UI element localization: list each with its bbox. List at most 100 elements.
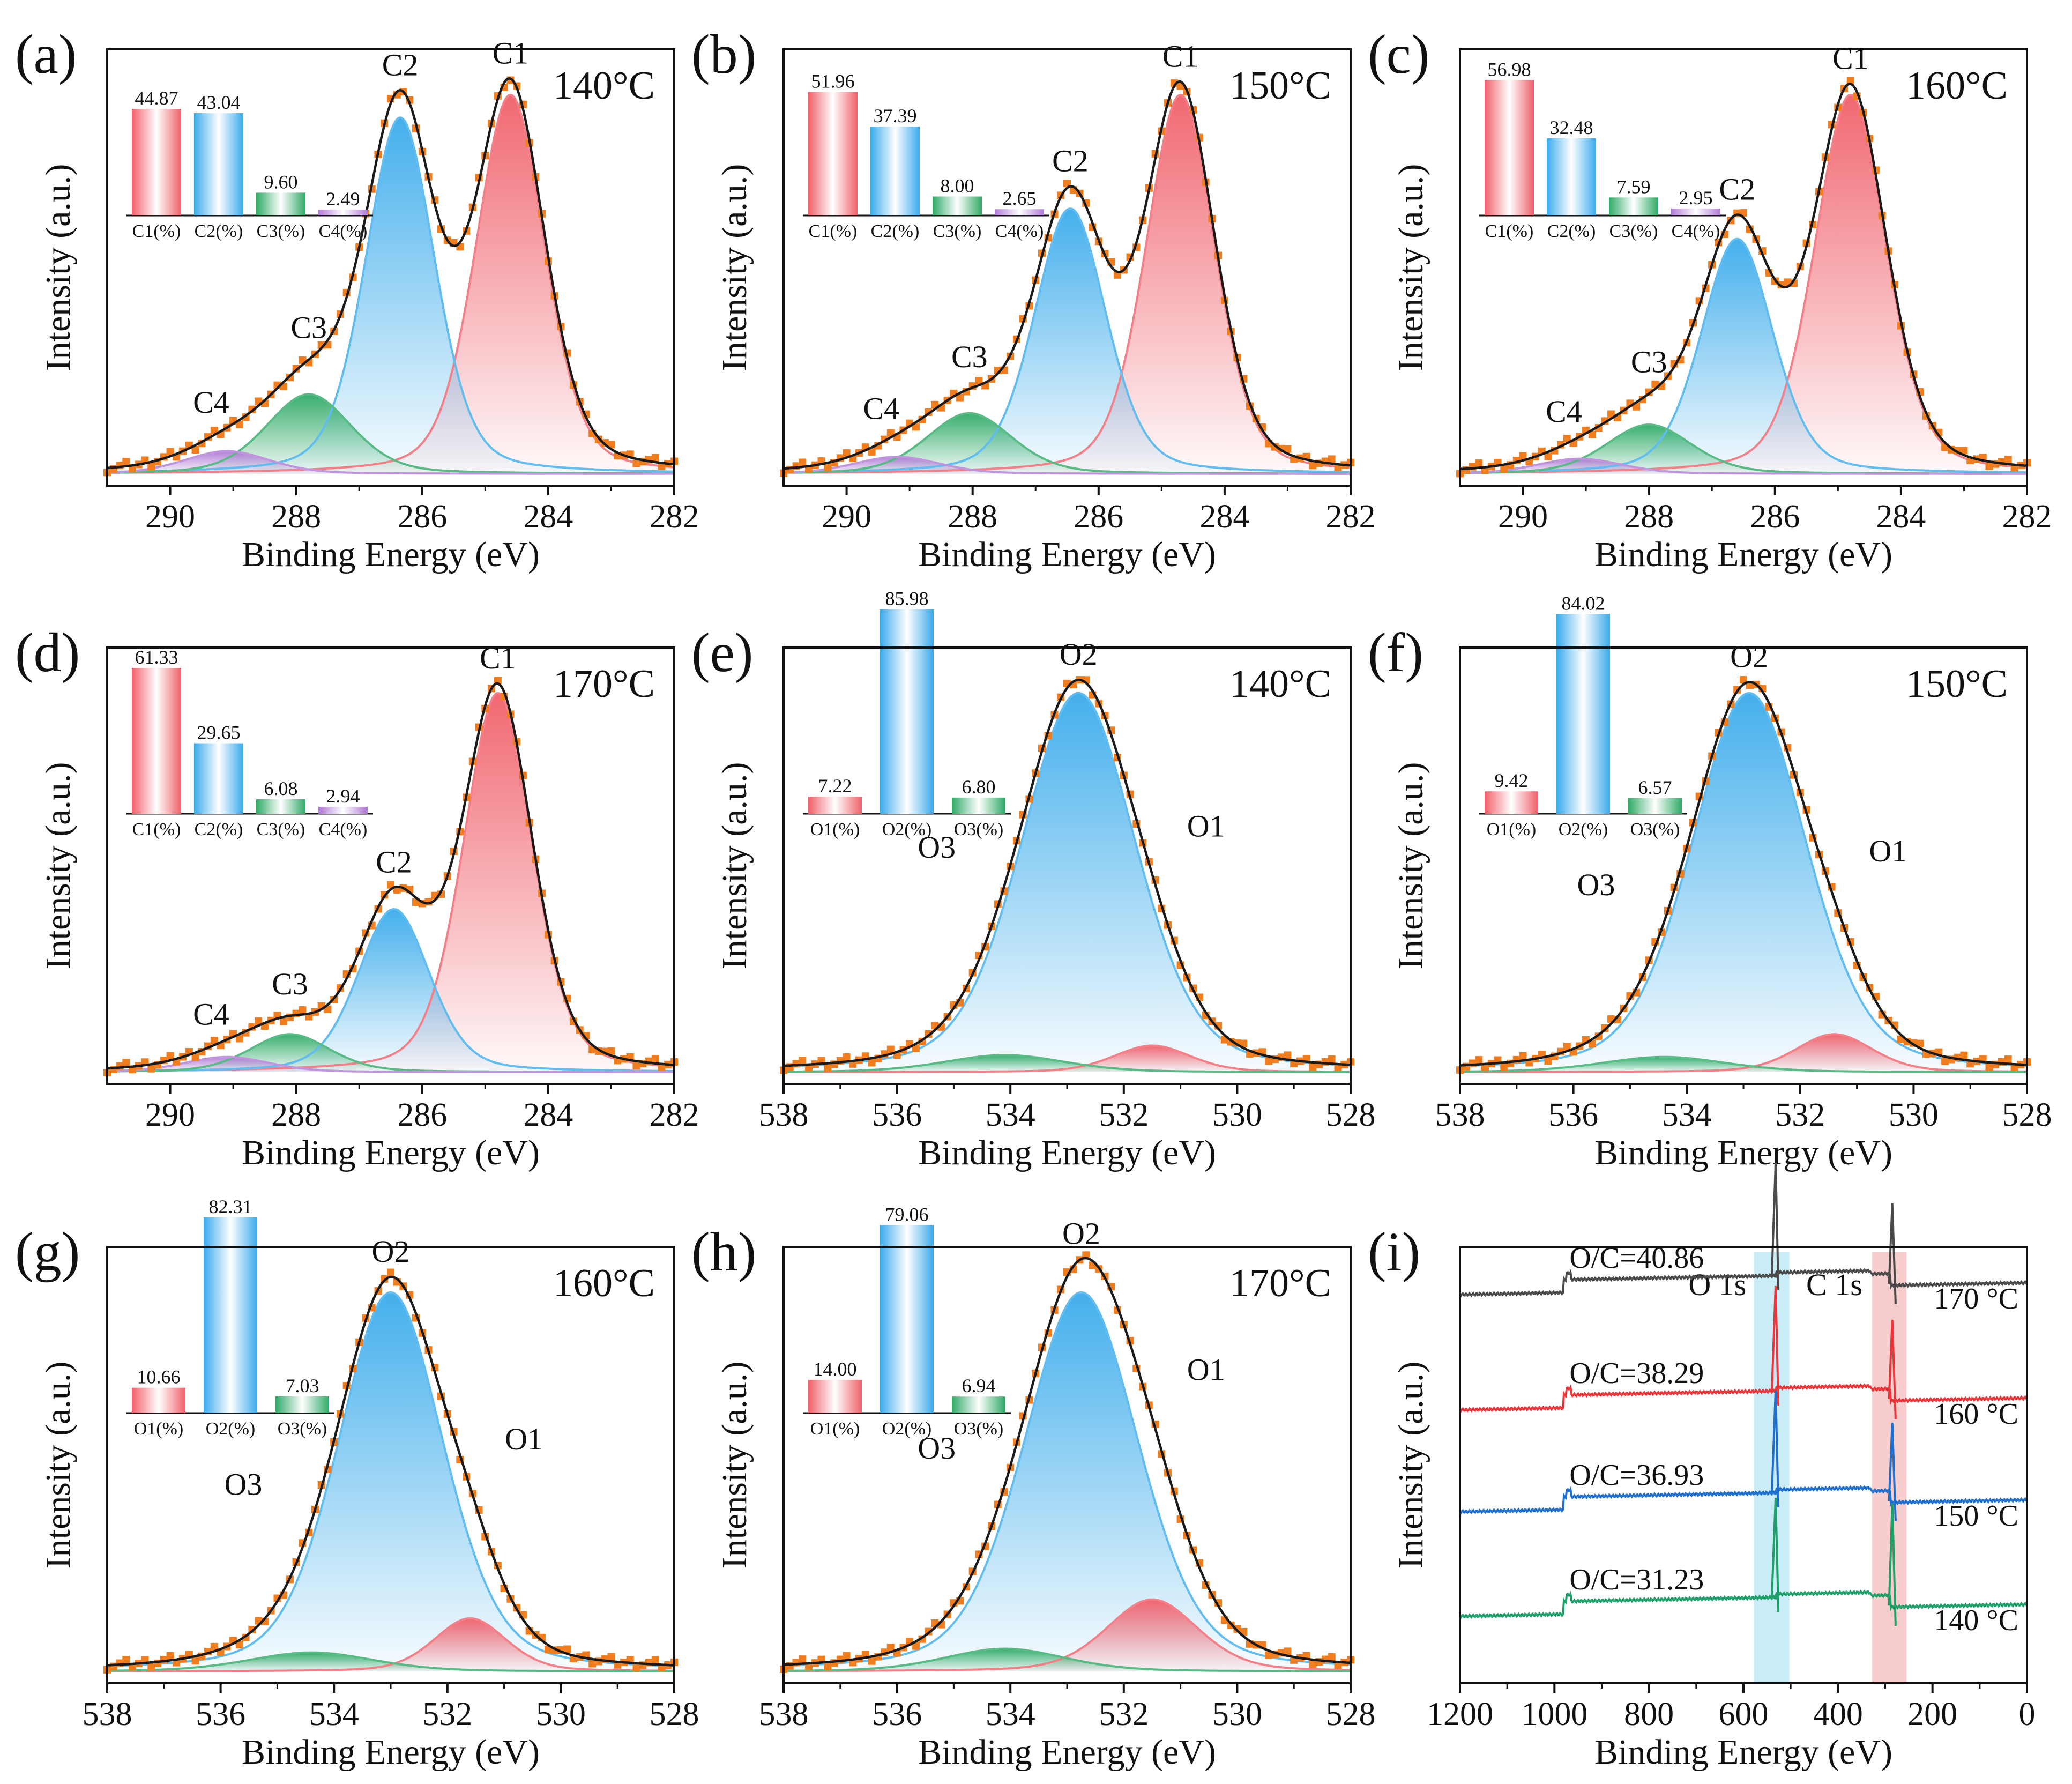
peak-label-c2: C2 (1719, 172, 1755, 207)
inset-bar-value: 43.04 (197, 92, 241, 113)
x-tick-label: 282 (650, 499, 699, 535)
temperature-label: 140°C (553, 64, 655, 108)
inset-bar (1485, 80, 1534, 215)
x-tick-label: 288 (948, 499, 997, 535)
data-point (607, 1653, 615, 1661)
inset-bar-value: 56.98 (1488, 58, 1531, 80)
data-point (147, 463, 155, 471)
peak-label-c3: C3 (951, 339, 988, 374)
data-point (387, 881, 394, 889)
component-area-c3 (784, 413, 1351, 474)
x-tick-label: 528 (1326, 1097, 1376, 1133)
data-point (868, 1059, 876, 1067)
inset-category-label: C4(%) (319, 221, 368, 241)
fit-line (107, 682, 675, 1069)
data-point (1588, 430, 1596, 438)
data-point (210, 1642, 218, 1651)
survey-peak-c1s (1888, 1319, 1897, 1420)
data-point (1265, 1057, 1273, 1065)
panel-label: (d) (15, 622, 80, 683)
x-tick-label: 530 (1889, 1097, 1939, 1133)
y-axis-label: Intensity (a.u.) (715, 762, 754, 970)
panel-label: (b) (691, 24, 756, 85)
peak-label-o3: O3 (224, 1467, 262, 1502)
data-point (1519, 1052, 1527, 1060)
data-point (122, 1059, 130, 1067)
y-axis-label: Intensity (a.u.) (1391, 762, 1430, 970)
component-line-o1 (107, 1617, 675, 1672)
component-line-c4 (783, 456, 1351, 475)
x-tick-label: 286 (1750, 499, 1800, 535)
data-point (299, 1006, 307, 1014)
data-point (799, 1655, 807, 1663)
y-axis-label: Intensity (a.u.) (715, 1362, 754, 1569)
fit-line (107, 1275, 675, 1667)
inset-bar (952, 797, 1005, 814)
x-tick-label: 538 (759, 1696, 809, 1733)
x-tick-label: 532 (1099, 1097, 1149, 1133)
data-point (147, 1663, 155, 1671)
peak-label-o2: O2 (1730, 639, 1768, 674)
data-point (210, 426, 218, 434)
survey-peak-c1s (1888, 1203, 1897, 1305)
data-point (1475, 459, 1483, 467)
data-point (1309, 1660, 1317, 1668)
inset-bar (1628, 798, 1682, 814)
panel-h: (h) Intensity (a.u.) Binding Energy (eV) O2… (691, 1203, 1376, 1772)
x-tick-label: 1200 (1427, 1696, 1493, 1733)
data-point (1328, 1653, 1336, 1661)
data-point (2004, 1055, 2012, 1064)
data-point (210, 1037, 218, 1044)
inset-category-label: O2(%) (206, 1419, 256, 1439)
data-point (122, 458, 130, 466)
data-point (1563, 435, 1571, 443)
inset-bar-value: 61.33 (135, 646, 178, 668)
panel-label: (c) (1368, 24, 1429, 85)
plot-frame (1459, 48, 2028, 487)
data-point (1960, 447, 1968, 455)
peak-label-c4: C4 (1546, 394, 1582, 429)
data-point (191, 1053, 199, 1061)
panel-i: (i) Intensity (a.u.) Binding Energy (eV) O … (1368, 1162, 2036, 1772)
component-area-o2 (784, 693, 1351, 1072)
inset-category-label: C1(%) (1485, 221, 1534, 241)
oc-ratio-label: O/C=31.23 (1569, 1563, 1704, 1596)
temperature-label: 160°C (1906, 64, 2008, 108)
component-area-o1 (784, 1599, 1351, 1671)
data-point (1082, 1251, 1090, 1259)
inset-bar-value: 9.42 (1495, 770, 1529, 791)
peak-label-o3: O3 (1577, 867, 1615, 902)
band-0 (1754, 1252, 1790, 1683)
inset-category-label: C2(%) (1547, 221, 1596, 241)
data-point (387, 1268, 394, 1276)
inset-bar-value: 2.94 (326, 785, 360, 807)
x-axis-label: Binding Energy (eV) (918, 535, 1216, 574)
inset-category-label: C3(%) (1609, 221, 1658, 241)
data-point (632, 1062, 640, 1069)
inset-bar-value: 84.02 (1562, 592, 1605, 614)
x-tick-label: 536 (196, 1696, 245, 1733)
survey-peak-c1s (1888, 1503, 1897, 1626)
series-temperature-label: 140 °C (1934, 1604, 2018, 1637)
data-point (1941, 1057, 1949, 1065)
x-tick-label: 284 (1199, 499, 1249, 535)
plot-frame (782, 48, 1352, 487)
peak-label-c1: C1 (493, 36, 529, 71)
x-tick-label: 536 (1548, 1097, 1598, 1133)
inset-category-label: C3(%) (933, 221, 982, 241)
data-point (166, 448, 174, 456)
component-line-o1 (1460, 1033, 2027, 1073)
inset-bar (318, 209, 368, 215)
component-area-o1 (1460, 1034, 2027, 1072)
peak-label-c4: C4 (193, 997, 229, 1031)
fit-line (783, 678, 1351, 1067)
component-area-c2 (784, 209, 1351, 474)
inset-category-label: C3(%) (257, 221, 305, 241)
panel-label: (e) (691, 622, 753, 683)
x-tick-label: 0 (2019, 1696, 2036, 1733)
survey-peak-o1s (1770, 1285, 1780, 1406)
survey-line (1459, 1383, 2028, 1413)
data-point (1063, 180, 1071, 187)
data-point (563, 1645, 571, 1653)
